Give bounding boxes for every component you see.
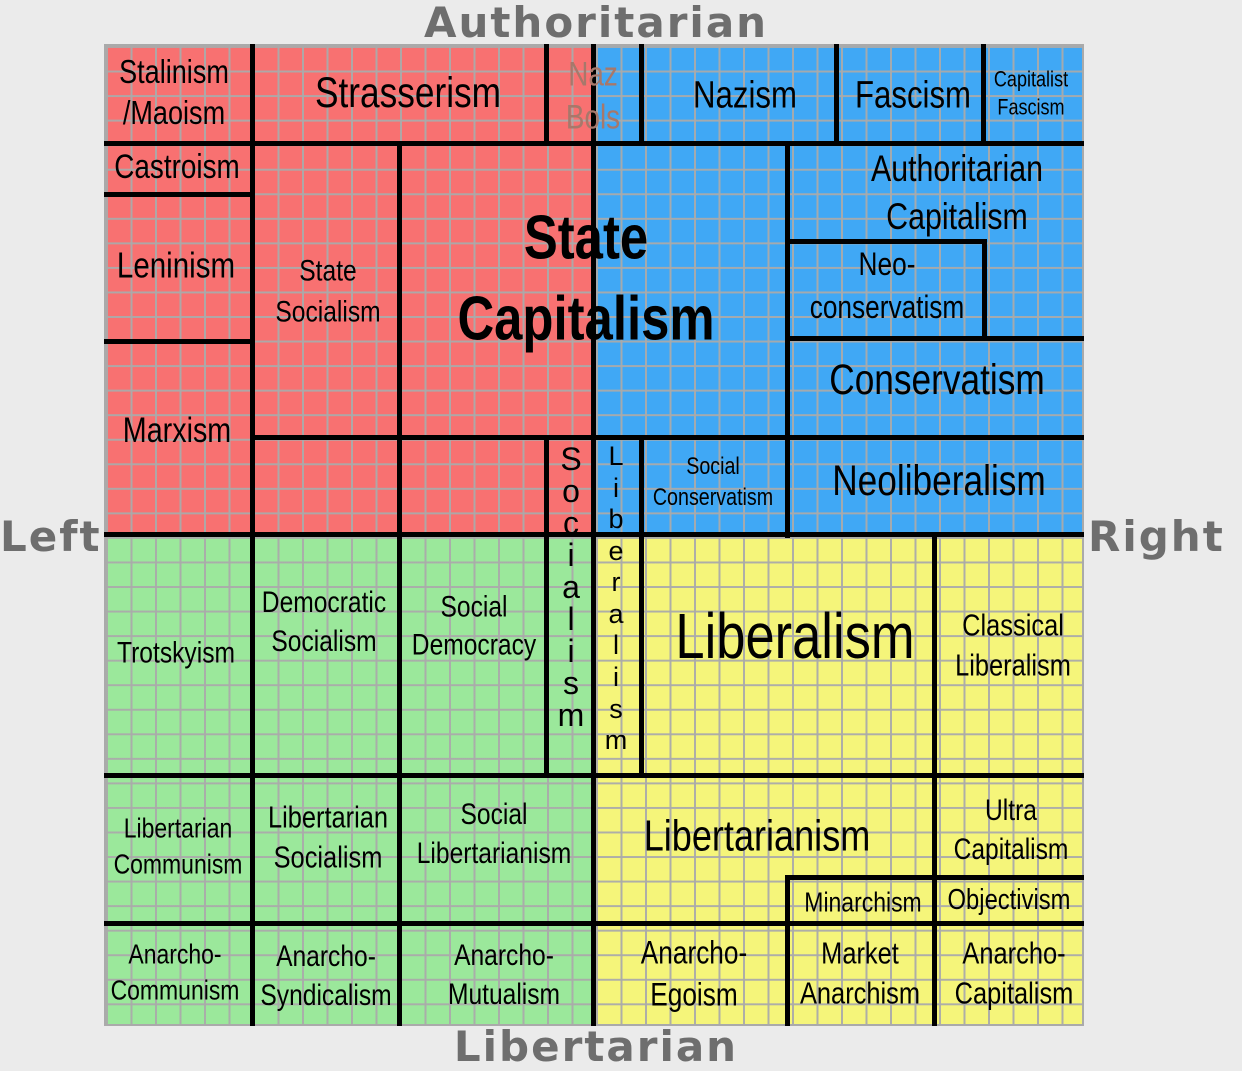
border-line: [104, 339, 250, 344]
border-line: [591, 44, 596, 1026]
vertical-letter: L: [608, 441, 624, 471]
label-minarchism: Minarchism: [804, 886, 922, 918]
label-castroism: Castroism: [114, 147, 240, 186]
border-line: [397, 141, 402, 1026]
vertical-letter: b: [608, 504, 624, 535]
label-libertarian-socialism: Libertarian Socialism: [267, 799, 389, 875]
label-anarcho-communism: Anarcho- Communism: [110, 938, 240, 1006]
label-trotskyism: Trotskyism: [117, 636, 235, 670]
border-line: [785, 144, 790, 538]
border-line: [981, 44, 986, 144]
label-strasserism: Strasserism: [314, 69, 502, 118]
label-libertarianism: Libertarianism: [643, 811, 871, 861]
axis-label-left: Left: [0, 512, 102, 561]
label-ultra-capitalism: Ultra Capitalism: [953, 794, 1069, 866]
border-line: [639, 44, 644, 144]
border-line: [544, 435, 549, 775]
label-conservatism: Conservatism: [829, 356, 1045, 405]
vertical-letter: i: [613, 472, 619, 503]
label-capitalist-fascism: Capitalist Fascism: [993, 66, 1069, 120]
label-nazism: Nazism: [693, 74, 797, 117]
vertical-letter: s: [609, 693, 623, 724]
border-line: [834, 44, 839, 144]
label-democratic-socialism: Democratic Socialism: [261, 586, 387, 658]
label-liberalism: Liberalism: [675, 600, 915, 672]
label-state-capitalism: State Capitalism: [457, 203, 715, 353]
border-line: [982, 239, 987, 339]
label-stalinism-maoism: Stalinism/Maoism: [119, 52, 229, 131]
border-line: [787, 336, 1084, 341]
label-social-conservatism: Social Conservatism: [652, 452, 774, 511]
label-classical-liberalism: Classical Liberalism: [955, 607, 1071, 683]
label-state-socialism: State Socialism: [275, 254, 381, 329]
label-fascism: Fascism: [855, 74, 971, 117]
vertical-letter: l: [567, 601, 575, 637]
label-anarcho-mutualism: Anarcho- Mutualism: [447, 939, 561, 1011]
label-marxism: Marxism: [122, 411, 232, 451]
vertical-letter: i: [567, 537, 575, 573]
vertical-letter: r: [611, 567, 621, 598]
vertical-letter: a: [562, 569, 580, 605]
vertical-letter: o: [562, 473, 580, 509]
label-anarcho-egoism: Anarcho- Egoism: [640, 934, 748, 1012]
border-line: [932, 535, 937, 776]
label-market-anarchism: Market Anarchism: [799, 935, 921, 1011]
label-anarcho-capitalism: Anarcho- Capitalism: [954, 935, 1074, 1011]
label-social-democracy: Social Democracy: [411, 590, 537, 662]
border-line: [250, 435, 1084, 440]
vertical-letter: S: [560, 441, 582, 477]
label-neoliberalism: Neoliberalism: [832, 457, 1046, 506]
vertical-letter: e: [608, 535, 624, 566]
border-line: [250, 44, 255, 1026]
vertical-letter: s: [563, 665, 579, 701]
label-neoconservatism: Neo-conservatism: [809, 245, 965, 325]
axis-label-bottom: Libertarian: [453, 1022, 739, 1071]
border-line: [785, 875, 790, 1026]
border-line: [639, 435, 644, 775]
vertical-letter: m: [604, 725, 628, 756]
border-line: [544, 44, 549, 144]
border-line: [104, 192, 250, 197]
label-leninism: Leninism: [116, 244, 236, 286]
label-authoritarian-capitalism: Authoritarian Capitalism: [870, 147, 1044, 237]
vertical-letter: l: [613, 630, 619, 661]
label-objectivism: Objectivism: [947, 883, 1071, 916]
label-libertarian-communism: Libertarian Communism: [113, 812, 243, 880]
border-line: [932, 773, 937, 1026]
border-line: [787, 239, 987, 244]
vertical-letter: a: [608, 598, 624, 629]
label-nazbols: Naz Bols: [565, 55, 621, 137]
political-compass-chart: Stalinism/Maoism Strasserism Naz Bols Naz…: [104, 44, 1084, 1026]
vertical-letter: i: [613, 662, 619, 693]
vertical-letter: i: [567, 633, 575, 669]
axis-label-top: Authoritarian: [423, 0, 769, 47]
label-social-libertarianism: Social Libertarianism: [416, 798, 572, 870]
vertical-letter: m: [557, 697, 585, 733]
label-anarcho-syndicalism: Anarcho- Syndicalism: [260, 940, 392, 1012]
vertical-letter: c: [563, 505, 579, 541]
axis-label-right: Right: [1088, 512, 1225, 561]
